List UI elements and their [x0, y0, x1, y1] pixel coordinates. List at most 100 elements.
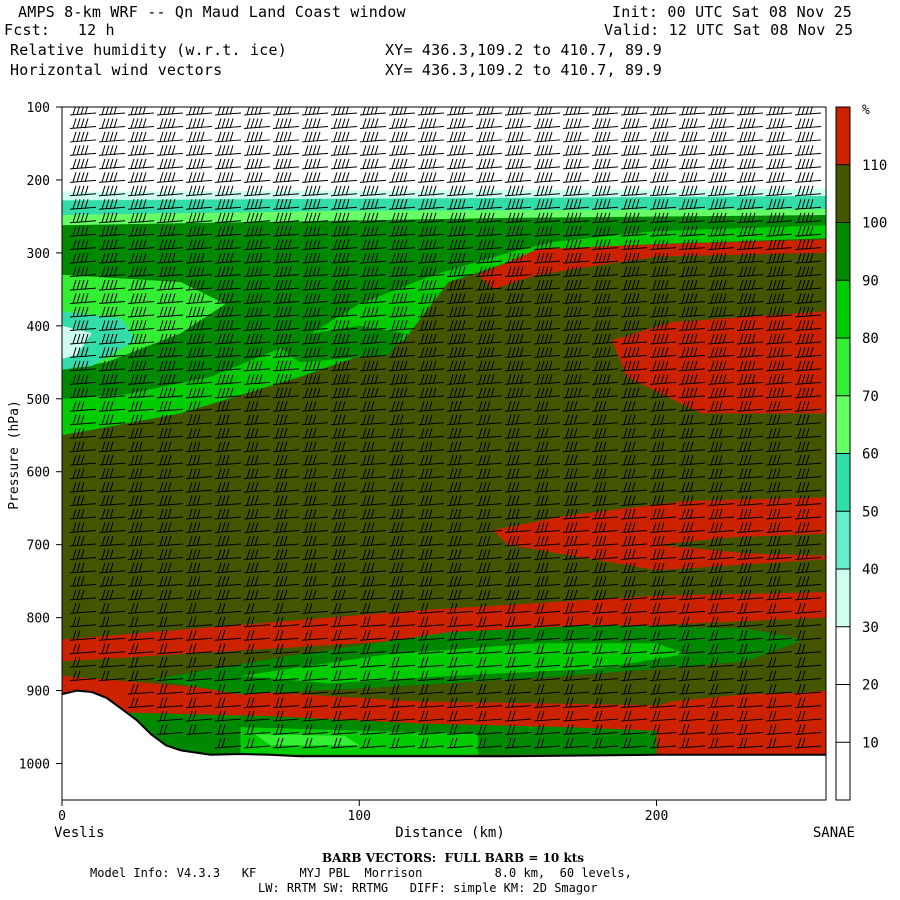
wind-barb [301, 657, 329, 668]
wind-barb [591, 158, 619, 170]
wind-barb [388, 441, 416, 453]
wind-barb [243, 522, 271, 534]
wind-barb [127, 428, 155, 439]
wind-barb [794, 279, 822, 291]
wind-barb [272, 670, 300, 682]
wind-barb [736, 562, 764, 574]
wind-barb [156, 535, 184, 547]
wind-barb [562, 495, 590, 507]
wind-barb [243, 441, 271, 453]
wind-barb [359, 306, 387, 318]
wind-barb [678, 562, 706, 574]
wind-barb [214, 468, 242, 480]
wind-barb [214, 185, 242, 197]
wind-barb [388, 616, 416, 628]
wind-barb [736, 549, 764, 560]
wind-barb [446, 279, 474, 291]
wind-barb [620, 253, 648, 264]
wind-barb [156, 172, 184, 183]
wind-barb [475, 239, 503, 251]
wind-barb [475, 441, 503, 453]
wind-barb [707, 630, 735, 641]
wind-barb [98, 107, 126, 116]
wind-barb [243, 172, 271, 183]
wind-barb [736, 199, 764, 210]
wind-barb [69, 603, 97, 614]
wind-barb [678, 630, 706, 641]
wind-barb [707, 212, 735, 224]
wind-barb [446, 468, 474, 480]
wind-barb [620, 293, 648, 305]
wind-barb [794, 107, 822, 116]
wind-barb [243, 212, 271, 224]
wind-barb [446, 562, 474, 574]
wind-barb [272, 374, 300, 385]
wind-barb [620, 710, 648, 722]
wind-barb [591, 107, 619, 116]
wind-barb [301, 199, 329, 210]
wind-barb [156, 347, 184, 358]
model-info: Model Info: V4.3.3 KF MYJ PBL Morrison 8… [90, 866, 632, 880]
wind-barb [185, 199, 213, 210]
y-tick-label: 300 [27, 247, 50, 262]
wind-barb [591, 603, 619, 614]
wind-barb [185, 549, 213, 560]
wind-barb [765, 643, 793, 655]
wind-barb [562, 603, 590, 614]
wind-barb [98, 522, 126, 534]
wind-barb [562, 118, 590, 129]
wind-barb [156, 374, 184, 385]
wind-barb [185, 414, 213, 426]
field-name-wind: Horizontal wind vectors [10, 61, 223, 79]
wind-barb [301, 158, 329, 170]
x-right-endpoint-label: SANAE [813, 825, 855, 841]
wind-barb [736, 401, 764, 412]
wind-barb [359, 589, 387, 601]
wind-barb [127, 616, 155, 628]
wind-barb [69, 522, 97, 534]
wind-barb [330, 495, 358, 507]
wind-barb [98, 158, 126, 170]
wind-barb [330, 107, 358, 116]
wind-barb [330, 199, 358, 210]
wind-barb [388, 697, 416, 709]
wind-barb [765, 414, 793, 426]
colorbar-band [836, 164, 850, 223]
wind-barb [736, 670, 764, 682]
wind-barb [301, 670, 329, 682]
wind-barb [69, 118, 97, 129]
wind-barb [301, 414, 329, 426]
wind-barb [562, 253, 590, 264]
wind-barb [794, 414, 822, 426]
wind-barb [417, 630, 445, 641]
wind-barb [475, 522, 503, 534]
wind-barb [156, 279, 184, 291]
wind-barb [475, 253, 503, 264]
wind-barb [243, 333, 271, 345]
wind-barb [736, 683, 764, 695]
wind-barb [533, 428, 561, 439]
wind-barb [562, 306, 590, 318]
wind-barb [388, 495, 416, 507]
wind-barb [156, 562, 184, 574]
wind-barb [649, 697, 677, 709]
wind-barb [98, 333, 126, 345]
wind-barb [359, 616, 387, 628]
wind-barb [272, 683, 300, 695]
wind-barb [98, 199, 126, 210]
wind-barb [707, 333, 735, 345]
wind-barb [156, 360, 184, 372]
wind-barb [359, 239, 387, 251]
wind-barb [736, 630, 764, 641]
wind-barb [359, 481, 387, 493]
wind-barb [794, 683, 822, 695]
wind-barb [446, 522, 474, 534]
wind-barb [185, 468, 213, 480]
wind-barb [417, 522, 445, 534]
wind-barb [127, 697, 155, 709]
wind-barb [678, 441, 706, 453]
wind-barb [475, 266, 503, 278]
wind-barb [620, 616, 648, 628]
wind-barb [301, 428, 329, 439]
wind-barb [533, 697, 561, 709]
